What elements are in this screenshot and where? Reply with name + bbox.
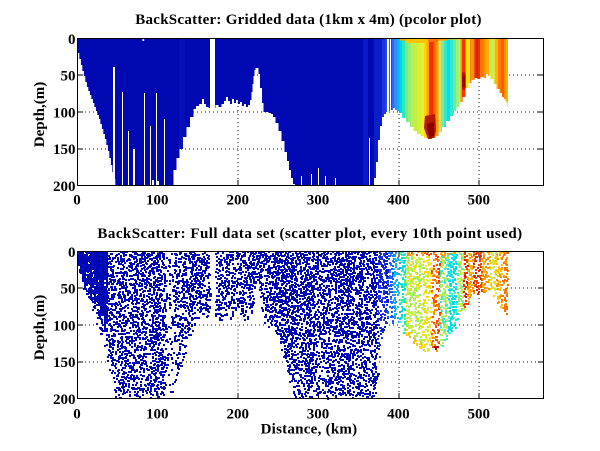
svg-text:Depth,(m): Depth,(m)	[32, 295, 48, 360]
svg-text:Distance, (km): Distance, (km)	[261, 422, 358, 438]
svg-text:200: 200	[226, 407, 249, 423]
svg-text:100: 100	[146, 193, 169, 209]
svg-text:BackScatter: Full data set (sc: BackScatter: Full data set (scatter plot…	[97, 226, 522, 242]
svg-text:300: 300	[307, 407, 330, 423]
svg-text:0: 0	[73, 407, 81, 423]
svg-text:Depth,(m): Depth,(m)	[32, 82, 48, 147]
svg-text:100: 100	[146, 407, 169, 423]
svg-text:50: 50	[61, 282, 76, 298]
svg-text:200: 200	[226, 193, 249, 209]
svg-text:100: 100	[53, 318, 76, 334]
svg-text:500: 500	[467, 193, 490, 209]
svg-text:150: 150	[53, 142, 76, 158]
svg-text:100: 100	[53, 105, 76, 121]
svg-text:0: 0	[68, 245, 76, 261]
svg-text:BackScatter: Gridded data (1km: BackScatter: Gridded data (1km x 4m) (pc…	[135, 12, 481, 28]
svg-text:200: 200	[53, 392, 76, 408]
svg-text:50: 50	[61, 69, 76, 85]
svg-text:200: 200	[53, 179, 76, 195]
svg-text:0: 0	[68, 32, 76, 48]
svg-text:500: 500	[467, 407, 490, 423]
svg-text:300: 300	[307, 193, 330, 209]
svg-text:0: 0	[73, 193, 81, 209]
svg-text:400: 400	[387, 407, 410, 423]
svg-text:150: 150	[53, 355, 76, 371]
svg-text:400: 400	[387, 193, 410, 209]
